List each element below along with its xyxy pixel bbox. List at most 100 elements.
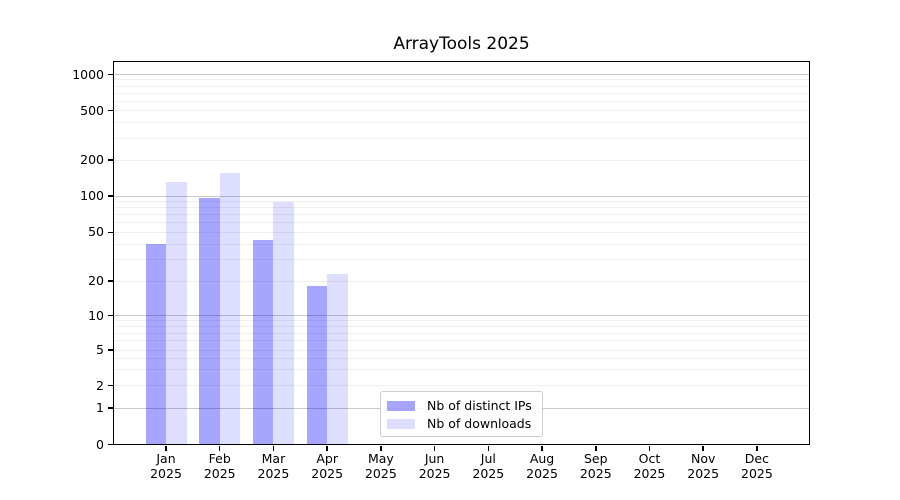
y-tick-mark	[107, 314, 113, 317]
bar-distinct-ips	[306, 286, 328, 445]
grid-line-minor	[113, 340, 810, 342]
x-tick-mark	[218, 445, 221, 451]
grid-line-minor	[113, 385, 810, 386]
y-tick-label: 5	[96, 342, 104, 357]
grid-line-minor	[113, 332, 810, 334]
grid-line-minor	[113, 222, 810, 224]
x-tick-label: Dec 2025	[729, 451, 785, 482]
x-tick-mark	[380, 445, 382, 451]
y-tick-mark	[107, 443, 113, 446]
x-tick-label-line: 2025	[257, 466, 290, 481]
x-tick-label-line: Jul	[480, 450, 496, 466]
x-tick-label-line: 2025	[579, 466, 612, 481]
grid-line-minor	[113, 231, 810, 233]
legend: Nb of distinct IPs Nb of downloads	[380, 391, 543, 437]
x-tick-mark	[595, 445, 597, 451]
grid-line-minor	[113, 122, 810, 124]
grid-line-minor	[113, 349, 810, 351]
x-tick-label-line: Jan	[156, 450, 176, 466]
bar-distinct-ips	[199, 197, 220, 445]
y-tick-label: 50	[88, 224, 104, 240]
y-tick-mark	[107, 195, 113, 197]
x-tick-mark	[648, 445, 651, 451]
x-tick-label-line: 2025	[633, 466, 666, 481]
grid-line-minor	[113, 258, 810, 260]
grid-line-minor	[113, 243, 810, 245]
grid-line-minor	[113, 100, 810, 102]
x-tick-label: May 2025	[353, 451, 409, 482]
x-tick-mark	[433, 445, 436, 451]
grid-line-minor	[113, 92, 810, 94]
x-tick-label-line: Sep	[583, 450, 608, 466]
bar-distinct-ips	[145, 244, 166, 445]
legend-swatch-distinct-ips	[387, 400, 415, 411]
grid-line-minor	[113, 320, 810, 322]
grid-line-major	[113, 195, 810, 197]
y-tick-mark	[107, 159, 113, 161]
grid-line-major	[113, 74, 810, 75]
grid-line-minor	[113, 137, 810, 139]
bar-downloads	[166, 181, 187, 445]
x-tick-label: Nov 2025	[675, 451, 731, 482]
x-tick-label-line: 2025	[311, 466, 344, 481]
bar-downloads	[273, 201, 294, 445]
x-tick-mark	[272, 445, 275, 451]
y-tick-label: 1	[96, 400, 104, 415]
bar-downloads	[327, 273, 348, 445]
legend-item-distinct-ips: Nb of distinct IPs	[387, 398, 534, 413]
y-tick-label: 200	[80, 152, 104, 167]
legend-swatch-downloads	[387, 418, 415, 429]
grid-line-major	[113, 315, 810, 316]
x-tick-label-line: Dec	[744, 450, 769, 466]
y-tick-mark	[107, 349, 113, 351]
x-tick-label-line: 2025	[150, 466, 182, 481]
x-tick-label-line: Mar	[261, 450, 286, 466]
x-tick-label: Jan 2025	[138, 451, 194, 482]
x-tick-mark	[702, 445, 704, 451]
x-tick-label-line: Aug	[529, 450, 555, 466]
x-tick-label: Jun 2025	[407, 451, 463, 482]
x-tick-label: Jul 2025	[460, 451, 516, 482]
x-tick-label: Apr 2025	[299, 451, 355, 482]
y-tick-label: 0	[96, 436, 104, 452]
x-tick-mark	[165, 445, 167, 451]
x-tick-label: Aug 2025	[514, 451, 570, 482]
x-tick-label: Sep 2025	[568, 451, 624, 482]
x-tick-label-line: 2025	[364, 466, 397, 481]
grid-line-minor	[113, 280, 810, 282]
x-tick-label-line: May	[367, 450, 394, 466]
y-tick-label: 100	[80, 188, 104, 203]
y-tick-mark	[107, 109, 113, 112]
x-tick-label-line: Feb	[208, 450, 231, 466]
x-tick-label-line: 2025	[203, 466, 236, 481]
x-tick-mark	[541, 445, 543, 451]
grid-line-minor	[113, 207, 810, 209]
grid-line-minor	[113, 79, 810, 81]
grid-line-minor	[113, 110, 810, 111]
grid-line-minor	[113, 369, 810, 371]
y-tick-mark	[107, 384, 113, 387]
x-tick-label-line: 2025	[741, 466, 773, 481]
legend-label-downloads: Nb of downloads	[427, 416, 532, 431]
x-tick-label: Mar 2025	[245, 451, 301, 482]
x-tick-label: Feb 2025	[192, 451, 248, 482]
grid-line-minor	[113, 201, 810, 203]
y-tick-mark	[107, 407, 113, 409]
x-tick-label-line: Apr	[316, 450, 338, 466]
legend-label-distinct-ips: Nb of distinct IPs	[427, 398, 532, 413]
y-tick-label: 2	[96, 377, 104, 393]
x-tick-label-line: Nov	[690, 450, 716, 466]
grid-line-minor	[113, 159, 810, 161]
grid-line-minor	[113, 85, 810, 87]
y-tick-mark	[107, 73, 113, 76]
x-tick-mark	[756, 445, 758, 451]
chart-title: ArrayTools 2025	[393, 34, 530, 54]
plot-area	[113, 61, 810, 445]
bar-distinct-ips	[252, 240, 274, 445]
grid-line-minor	[113, 358, 810, 360]
x-tick-mark	[487, 445, 490, 451]
grid-line-minor	[113, 214, 810, 216]
y-tick-mark	[107, 280, 113, 282]
x-tick-label-line: Oct	[638, 450, 661, 466]
